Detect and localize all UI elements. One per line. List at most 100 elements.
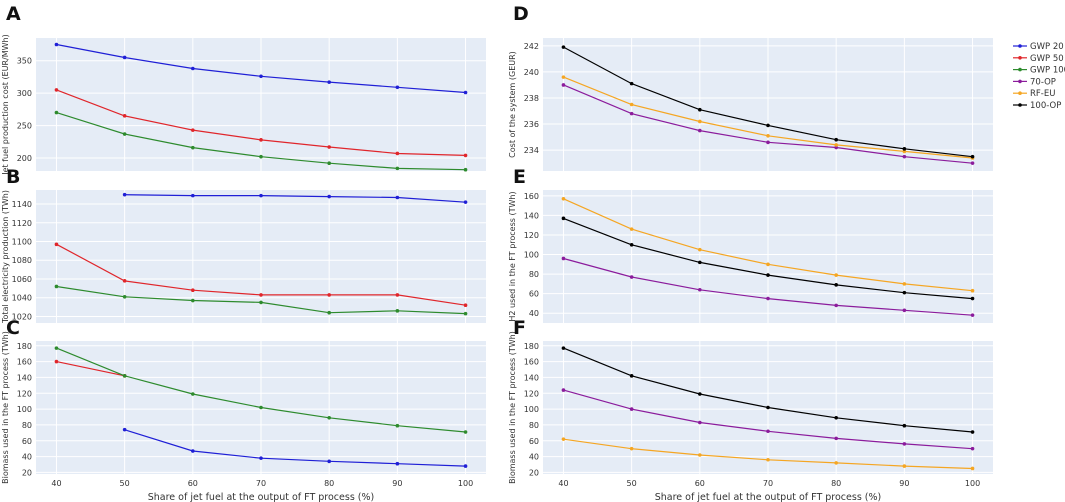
data-point-100-op <box>698 107 702 112</box>
y-tick-label: 350 <box>17 57 32 66</box>
y-tick-label: 100 <box>524 251 539 260</box>
legend-label: GWP 100 <box>1030 66 1065 76</box>
data-point-gwp-50 <box>54 242 59 247</box>
data-point-rf-eu <box>766 133 770 138</box>
data-point-gwp-100 <box>191 145 195 150</box>
x-tick-label: 70 <box>763 479 773 488</box>
data-point-100-op <box>561 216 566 221</box>
y-tick-label: 1140 <box>12 200 32 209</box>
data-point-70-op <box>561 256 566 261</box>
data-point-gwp-20 <box>191 193 195 198</box>
data-point-100-op <box>902 290 907 295</box>
data-point-gwp-100 <box>463 311 468 316</box>
y-tick-label: 238 <box>524 94 539 103</box>
y-tick-label: 120 <box>524 389 539 398</box>
panel-label: D <box>513 3 529 25</box>
y-tick-label: 20 <box>529 468 539 477</box>
y-tick-label: 20 <box>22 468 32 477</box>
data-point-gwp-100 <box>259 405 263 410</box>
series-line-gwp-20 <box>124 429 466 467</box>
data-point-gwp-100 <box>395 423 400 428</box>
data-point-gwp-50 <box>395 151 400 156</box>
x-axis-label: Share of jet fuel at the output of FT pr… <box>148 492 375 502</box>
legend-item-gwp-50: GWP 50 <box>1013 54 1064 64</box>
data-point-gwp-20 <box>395 195 400 200</box>
data-point-rf-eu <box>698 453 702 457</box>
data-point-70-op <box>698 128 702 133</box>
data-point-gwp-20 <box>327 194 331 199</box>
y-axis-label: Biomass used in the FT process (TWh) <box>1 331 10 484</box>
data-point-gwp-20 <box>327 459 331 464</box>
data-point-70-op <box>698 287 702 292</box>
y-axis-label: Jet fuel production cost (EUR/MWh) <box>1 34 10 175</box>
data-point-gwp-100 <box>122 294 127 299</box>
legend-swatch-marker <box>1018 79 1022 84</box>
data-point-70-op <box>970 313 975 317</box>
x-tick-label: 80 <box>831 479 841 488</box>
data-point-gwp-50 <box>191 128 195 132</box>
data-point-70-op <box>834 145 838 150</box>
y-tick-label: 140 <box>17 373 32 382</box>
y-tick-label: 100 <box>524 405 539 414</box>
legend-label: RF-EU <box>1030 89 1055 99</box>
data-point-gwp-100 <box>259 154 263 159</box>
y-tick-label: 140 <box>524 373 539 382</box>
y-tick-label: 40 <box>529 453 539 462</box>
y-axis-label: H2 used in the FT process (TWh) <box>508 191 517 321</box>
x-tick-label: 40 <box>558 479 568 488</box>
data-point-70-op <box>698 420 702 425</box>
panel-d: 234 236 238 240 242 Cost of the system (GEUR)… <box>508 3 993 171</box>
data-point-gwp-100 <box>54 284 59 289</box>
data-point-70-op <box>766 296 770 301</box>
data-point-gwp-20 <box>122 55 127 60</box>
data-point-gwp-50 <box>122 114 127 118</box>
data-point-70-op <box>902 308 907 313</box>
panel-label: C <box>6 317 20 339</box>
y-tick-label: 1080 <box>12 256 32 265</box>
data-point-gwp-50 <box>395 293 400 297</box>
y-tick-label: 80 <box>529 270 539 279</box>
y-tick-label: 242 <box>524 42 539 51</box>
y-tick-label: 234 <box>524 146 539 155</box>
data-point-gwp-20 <box>463 90 468 95</box>
data-point-70-op <box>629 111 634 116</box>
series-line-gwp-50 <box>56 361 125 377</box>
data-point-gwp-100 <box>395 166 400 171</box>
y-tick-label: 200 <box>17 154 32 163</box>
data-point-100-op <box>766 405 770 410</box>
legend-label: 100-OP <box>1030 101 1061 111</box>
data-point-gwp-20 <box>191 449 195 453</box>
data-point-70-op <box>834 436 838 441</box>
data-point-gwp-20 <box>191 66 195 71</box>
data-point-gwp-100 <box>395 309 400 313</box>
data-point-rf-eu <box>766 457 770 462</box>
legend-swatch-marker <box>1018 67 1022 72</box>
data-point-70-op <box>766 429 770 434</box>
x-tick-label: 40 <box>51 479 61 488</box>
x-tick-label: 60 <box>188 479 198 488</box>
data-point-rf-eu <box>970 466 975 471</box>
data-point-100-op <box>629 374 634 378</box>
data-point-gwp-20 <box>259 74 263 79</box>
y-tick-label: 80 <box>529 421 539 430</box>
data-point-100-op <box>629 242 634 247</box>
legend-item-100-op: 100-OP <box>1013 101 1061 111</box>
data-point-rf-eu <box>834 143 838 147</box>
y-tick-label: 250 <box>17 122 32 131</box>
y-tick-label: 60 <box>529 437 539 446</box>
legend-item-rf-eu: RF-EU <box>1013 89 1055 99</box>
data-point-gwp-100 <box>259 300 263 305</box>
data-point-gwp-20 <box>327 80 331 84</box>
data-point-gwp-50 <box>54 88 59 92</box>
panel-a: 200 250 300 350 Jet fuel production cost (EU… <box>1 3 486 176</box>
x-tick-label: 100 <box>965 479 980 488</box>
data-point-gwp-20 <box>259 193 263 198</box>
data-point-100-op <box>766 273 770 277</box>
panel-label: F <box>513 317 526 339</box>
data-point-gwp-50 <box>259 138 263 142</box>
data-point-rf-eu <box>629 227 634 231</box>
data-point-gwp-100 <box>327 310 331 315</box>
data-point-100-op <box>970 296 975 301</box>
